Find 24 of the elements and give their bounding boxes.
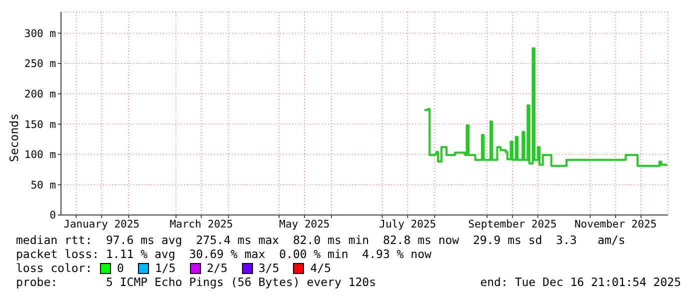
text: 0 bbox=[117, 261, 124, 275]
y-tick-label: 50 m bbox=[30, 179, 56, 192]
y-tick-label: 0 bbox=[50, 210, 56, 222]
y-tick-label: 150 m bbox=[24, 118, 56, 131]
x-tick-label: March 2025 bbox=[170, 218, 233, 230]
text: median rtt: 97.6 ms avg 275.4 ms max 82.0 ms min 82.8 ms now 29.9 ms sd 3.3 am/s bbox=[16, 233, 626, 247]
x-tick-label: September 2025 bbox=[468, 218, 557, 230]
y-tick-label: 100 m bbox=[24, 149, 56, 162]
text: 4/5 bbox=[310, 261, 332, 275]
text: probe: 5 ICMP Echo Pings (56 Bytes) every 120s bbox=[16, 275, 376, 289]
text: 1/5 bbox=[154, 261, 176, 275]
y-axis-title: Seconds bbox=[7, 114, 22, 162]
y-tick-label: 250 m bbox=[24, 58, 56, 70]
x-tick-label: November 2025 bbox=[574, 218, 657, 230]
text: loss color: bbox=[16, 261, 94, 275]
text: packet loss: 1.11 % avg 30.69 % max 0.00 % min 4.93 % now bbox=[16, 247, 432, 261]
text: 3/5 bbox=[258, 261, 280, 275]
y-tick-label: 200 m bbox=[24, 88, 56, 101]
x-tick-label: May 2025 bbox=[279, 218, 330, 230]
x-tick-label: July 2025 bbox=[379, 218, 436, 230]
text: end: Tue Dec 16 21:01:54 2025 bbox=[480, 275, 681, 289]
x-tick-label: January 2025 bbox=[64, 218, 140, 230]
text: 2/5 bbox=[206, 261, 228, 275]
y-tick-label: 300 m bbox=[24, 28, 56, 40]
